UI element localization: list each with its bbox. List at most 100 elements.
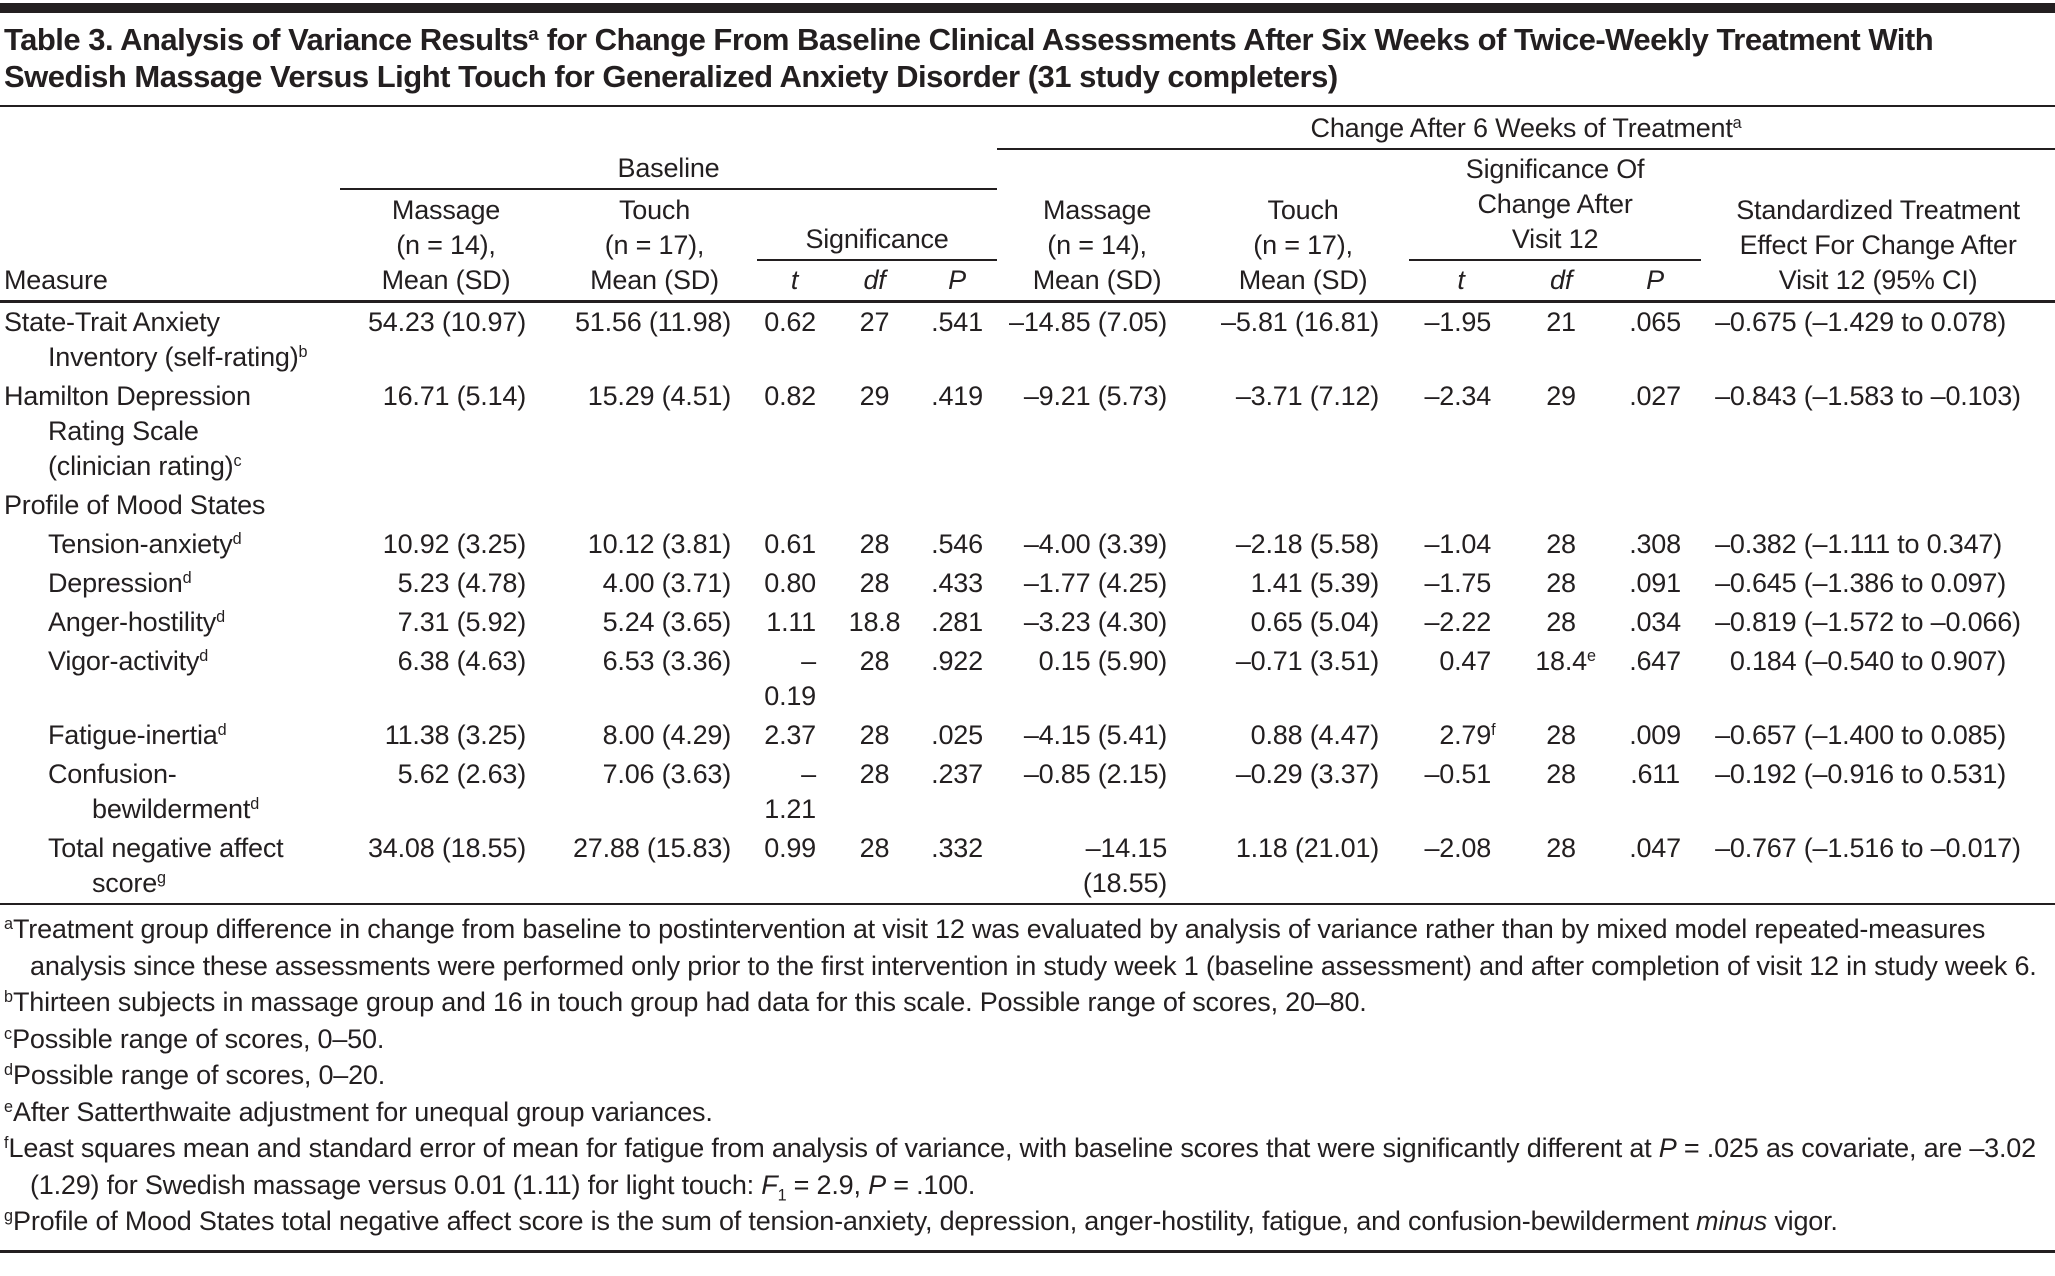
empty-cell	[340, 486, 552, 525]
cell-std-effect: –0.767 (–1.516 to –0.017)	[1701, 829, 2055, 905]
col-header-measure: Measure	[0, 149, 340, 303]
cell-p-baseline: .419	[931, 381, 983, 411]
cell-df-baseline: 28	[832, 829, 917, 905]
measure-cell: Hamilton Depression Rating Scale (clinic…	[4, 381, 251, 481]
table-row-vigor-activity: Vigor-activityd 6.38 (4.63) 6.53 (3.36) …	[0, 642, 2055, 716]
cell-p-baseline: .546	[931, 529, 983, 559]
col-header-massage-baseline: Massage (n = 14), Mean (SD)	[340, 189, 552, 303]
cell-df-change: 28	[1546, 759, 1576, 789]
col-header-df-baseline: df	[832, 260, 917, 303]
table-row-poms-section: Profile of Mood States	[0, 486, 2055, 525]
title-text-3: Treatment With Swedish Massage Versus Li…	[4, 22, 1934, 94]
col-header-standardized-effect: Standardized Treatment Effect For Change…	[1701, 149, 2055, 303]
measure-cell: Depressiond	[48, 568, 192, 598]
table-row-confusion-bewilderment: Confusion- bewildermentd 5.62 (2.63) 7.0…	[0, 755, 2055, 829]
measure-cell: Anger-hostilityd	[48, 607, 226, 637]
measure-cell: Tension-anxietyd	[48, 529, 242, 559]
cell-p-change: .091	[1629, 568, 1681, 598]
cell-t-baseline: 0.61	[764, 529, 816, 559]
cell-t-baseline: 1.11	[766, 607, 816, 637]
cell-std-effect: –0.645 (–1.386 to 0.097)	[1715, 568, 2006, 598]
footnote-marker: d	[216, 608, 226, 627]
cell-t-baseline: 0.62	[764, 307, 816, 337]
cell-df-change: 28	[1546, 607, 1576, 637]
cell-df-baseline: 28	[859, 759, 890, 789]
empty-cell	[1197, 486, 1409, 525]
footnote-marker: d	[182, 569, 192, 588]
cell-touch-baseline: 51.56 (11.98)	[574, 307, 731, 337]
cell-df-baseline: 28	[859, 646, 890, 676]
cell-df-change: 18.4e	[1535, 646, 1596, 676]
cell-t-baseline: 2.37	[764, 720, 816, 750]
footnote-marker: a	[4, 915, 14, 934]
cell-df-baseline: 28	[859, 720, 890, 750]
cell-massage-change: –14.85 (7.05)	[1009, 307, 1168, 337]
cell-touch-change: –2.18 (5.58)	[1235, 529, 1380, 559]
section-header-cell: Profile of Mood States	[4, 490, 266, 520]
cell-p-baseline: .922	[931, 646, 983, 676]
empty-cell	[997, 486, 1197, 525]
empty-cell	[1609, 486, 1701, 525]
footnote-marker: d	[217, 721, 227, 740]
cell-touch-baseline: 27.88 (15.83)	[552, 829, 757, 905]
cell-t-baseline: 0.82	[764, 381, 816, 411]
header-row-baseline-group: Measure Baseline Massage (n = 14), Mean …	[0, 149, 2055, 303]
cell-p-baseline: .281	[931, 607, 983, 637]
col-header-p-baseline: P	[917, 260, 998, 303]
footnote-c: cPossible range of scores, 0–50.	[4, 1023, 385, 1054]
cell-massage-change: –0.85 (2.15)	[1023, 759, 1168, 789]
cell-massage-change: 0.15 (5.90)	[1038, 646, 1168, 676]
cell-massage-change: –1.77 (4.25)	[1023, 568, 1168, 598]
cell-touch-baseline: 8.00 (4.29)	[602, 720, 732, 750]
cell-touch-change: 0.88 (4.47)	[1250, 720, 1380, 750]
cell-p-baseline: .541	[931, 307, 983, 337]
measure-cell: State-Trait Anxiety Inventory (self-rati…	[4, 307, 308, 372]
footnote-e: eAfter Satterthwaite adjustment for uneq…	[4, 1096, 713, 1127]
empty-cell	[832, 486, 917, 525]
header-row-group-labels: Massage (n = 14), Mean (SD) Touch (n = 1…	[0, 189, 2055, 303]
cell-t-change: –2.08	[1409, 829, 1514, 905]
cell-p-baseline: .332	[917, 829, 998, 905]
empty-cell	[917, 486, 997, 525]
cell-std-effect: –0.819 (–1.572 to –0.066)	[1715, 607, 2021, 637]
header-row-change-group: Change After 6 Weeks of Treatmenta	[0, 107, 2055, 150]
cell-df-change: 28	[1546, 568, 1576, 598]
cell-p-baseline: .237	[931, 759, 983, 789]
cell-t-change: 2.79f	[1439, 720, 1496, 750]
cell-massage-baseline: 10.92 (3.25)	[382, 529, 526, 559]
cell-df-change: 28	[1546, 529, 1576, 559]
cell-massage-baseline: 6.38 (4.63)	[397, 646, 527, 676]
empty-cell	[1409, 486, 1513, 525]
cell-std-effect: 0.184 (–0.540 to 0.907)	[1715, 646, 2006, 676]
footnote-marker: c	[233, 452, 242, 471]
cell-massage-change: –4.15 (5.41)	[1023, 720, 1168, 750]
cell-massage-baseline: 5.62 (2.63)	[397, 759, 527, 789]
cell-t-baseline: 0.99	[757, 829, 832, 905]
cell-df-change: 28	[1513, 829, 1610, 905]
cell-massage-baseline: 16.71 (5.14)	[382, 381, 526, 411]
cell-massage-baseline: 34.08 (18.55)	[340, 829, 552, 905]
footnote-marker: d	[232, 530, 242, 549]
cell-p-change: .647	[1629, 646, 1681, 676]
paper-table-page: Table 3. Analysis of Variance Resultsa f…	[0, 3, 2055, 1253]
cell-massage-change: –3.23 (4.30)	[1023, 607, 1168, 637]
cell-touch-change: –0.29 (3.37)	[1235, 759, 1380, 789]
table-header: Change After 6 Weeks of Treatmenta Measu…	[0, 107, 2055, 303]
cell-touch-baseline: 7.06 (3.63)	[602, 759, 732, 789]
footnote-marker: b	[4, 988, 14, 1007]
cell-t-change: 0.47	[1439, 646, 1492, 676]
measure-cell: Vigor-activityd	[48, 646, 209, 676]
col-header-t-baseline: t	[757, 260, 832, 303]
footnote-d: dPossible range of scores, 0–20.	[4, 1060, 386, 1090]
footnote-marker: f	[4, 1134, 9, 1153]
col-group-significance-of-change: Significance Of Change After Visit 12	[1409, 149, 1702, 261]
cell-touch-change: –5.81 (16.81)	[1221, 307, 1380, 337]
col-header-touch-baseline: Touch (n = 17), Mean (SD)	[552, 189, 757, 303]
footnote-g: gProfile of Mood States total negative a…	[4, 1206, 1838, 1236]
cell-t-change: –0.51	[1424, 759, 1492, 789]
empty-cell	[552, 486, 757, 525]
footnote-marker: d	[4, 1061, 14, 1080]
cell-t-change: –2.22	[1424, 607, 1492, 637]
cell-p-change: .611	[1630, 759, 1680, 789]
empty-cell	[757, 486, 832, 525]
